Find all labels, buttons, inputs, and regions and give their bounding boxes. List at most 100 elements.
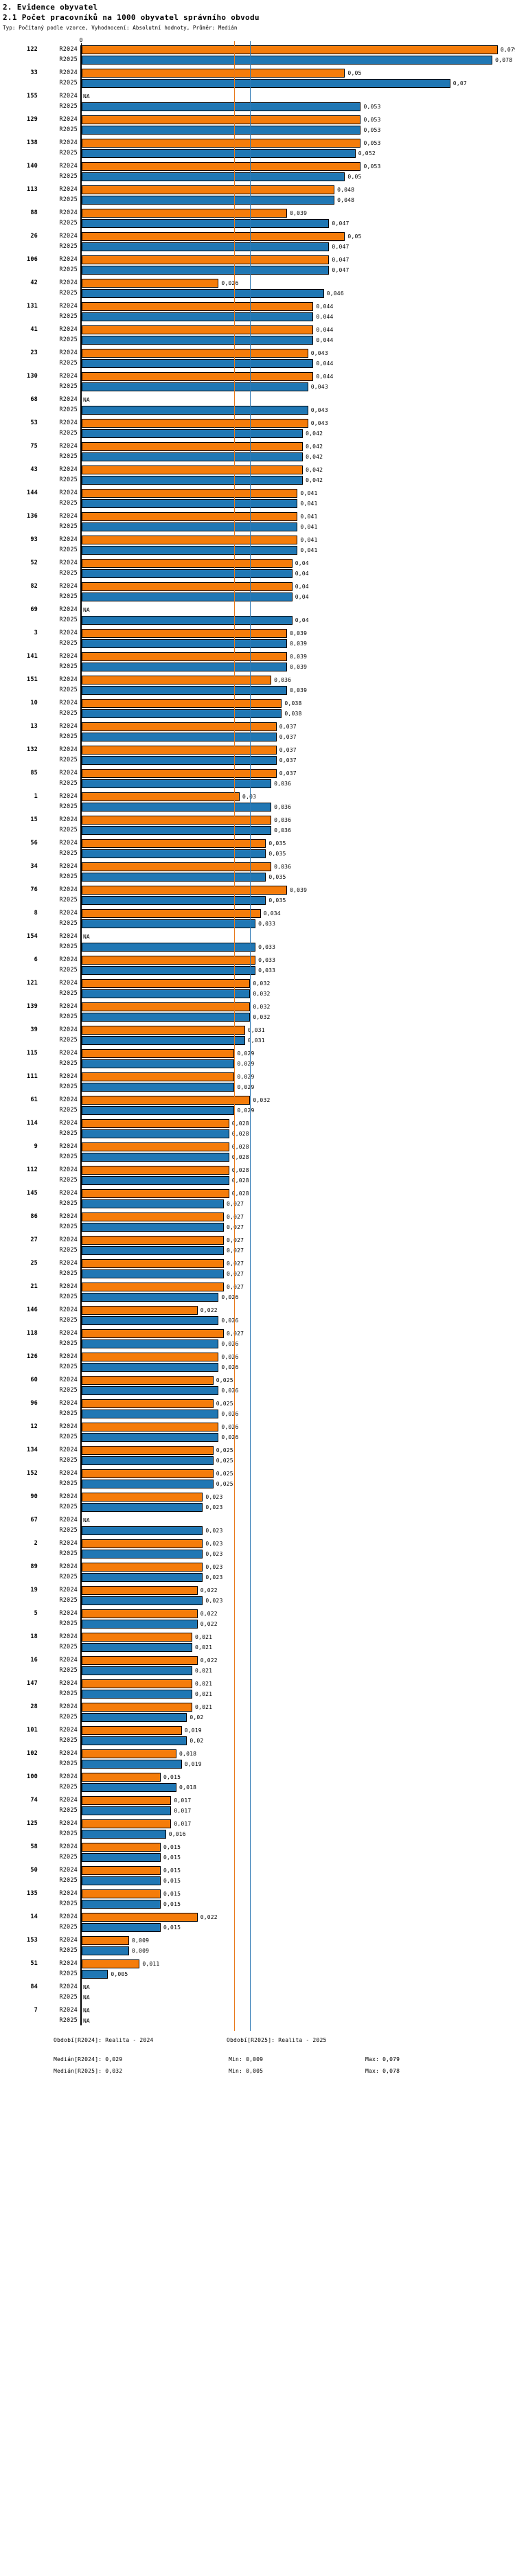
chart-row[interactable]: R2025 0,021 bbox=[0, 1690, 515, 1699]
chart-row[interactable]: R2025 0,025 bbox=[0, 1480, 515, 1488]
bar-2025[interactable] bbox=[82, 312, 314, 321]
chart-row[interactable]: 122 R2024 0,079 bbox=[0, 45, 515, 54]
chart-row[interactable]: 27 R2024 0,027 bbox=[0, 1236, 515, 1245]
chart-row[interactable]: 75 R2024 0,042 bbox=[0, 442, 515, 451]
chart-row[interactable]: R2025 0,052 bbox=[0, 149, 515, 158]
bar-2025[interactable] bbox=[82, 1480, 214, 1488]
bar-2024[interactable] bbox=[82, 1096, 251, 1105]
chart-row[interactable]: R2025 0,026 bbox=[0, 1316, 515, 1325]
bar-2025[interactable] bbox=[82, 873, 266, 882]
bar-2024[interactable] bbox=[82, 722, 277, 731]
bar-2024[interactable] bbox=[82, 1773, 161, 1782]
chart-row[interactable]: R2025 0,053 bbox=[0, 126, 515, 135]
bar-2025[interactable] bbox=[82, 1106, 235, 1115]
bar-2025[interactable] bbox=[82, 1339, 219, 1348]
chart-row[interactable]: R2025 0,043 bbox=[0, 382, 515, 391]
chart-row[interactable]: R2025 0,027 bbox=[0, 1246, 515, 1255]
bar-2025[interactable] bbox=[82, 499, 298, 508]
chart-row[interactable]: R2025 0,033 bbox=[0, 943, 515, 952]
chart-row[interactable]: R2025 0,016 bbox=[0, 1830, 515, 1839]
bar-2024[interactable] bbox=[82, 512, 298, 521]
chart-row[interactable]: R2025 0,026 bbox=[0, 1410, 515, 1418]
chart-row[interactable]: R2025 0,02 bbox=[0, 1736, 515, 1745]
chart-row[interactable]: R2025 0,07 bbox=[0, 79, 515, 88]
chart-row[interactable]: 90 R2024 0,023 bbox=[0, 1493, 515, 1502]
chart-row[interactable]: 138 R2024 0,053 bbox=[0, 139, 515, 148]
bar-2024[interactable] bbox=[82, 582, 293, 591]
bar-2024[interactable] bbox=[82, 1329, 225, 1338]
bar-2025[interactable] bbox=[82, 1199, 225, 1208]
bar-2024[interactable] bbox=[82, 1399, 214, 1408]
chart-row[interactable]: 145 R2024 0,028 bbox=[0, 1189, 515, 1198]
bar-2025[interactable] bbox=[82, 1783, 177, 1792]
bar-2024[interactable] bbox=[82, 162, 361, 171]
chart-row[interactable]: 144 R2024 0,041 bbox=[0, 489, 515, 498]
chart-row[interactable]: 121 R2024 0,032 bbox=[0, 979, 515, 988]
bar-2024[interactable] bbox=[82, 746, 277, 755]
bar-2025[interactable] bbox=[82, 1946, 130, 1955]
chart-row[interactable]: 155 R2024 NA bbox=[0, 92, 515, 101]
bar-2024[interactable] bbox=[82, 115, 361, 124]
bar-2025[interactable] bbox=[82, 546, 298, 555]
bar-2025[interactable] bbox=[82, 126, 361, 135]
chart-row[interactable]: R2025 0,028 bbox=[0, 1153, 515, 1162]
bar-2025[interactable] bbox=[82, 1059, 235, 1068]
chart-row[interactable]: R2025 0,023 bbox=[0, 1550, 515, 1559]
chart-row[interactable]: 88 R2024 0,039 bbox=[0, 209, 515, 218]
chart-row[interactable]: R2025 0,046 bbox=[0, 289, 515, 298]
bar-2025[interactable] bbox=[82, 616, 293, 625]
chart-row[interactable]: 19 R2024 0,022 bbox=[0, 1586, 515, 1595]
chart-row[interactable]: 76 R2024 0,039 bbox=[0, 886, 515, 895]
chart-row[interactable]: R2025 0,026 bbox=[0, 1293, 515, 1302]
chart-row[interactable]: 136 R2024 0,041 bbox=[0, 512, 515, 521]
bar-2024[interactable] bbox=[82, 209, 288, 218]
chart-row[interactable]: 93 R2024 0,041 bbox=[0, 536, 515, 544]
bar-2024[interactable] bbox=[82, 69, 345, 78]
chart-row[interactable]: 135 R2024 0,015 bbox=[0, 1889, 515, 1898]
chart-row[interactable]: R2025 0,047 bbox=[0, 266, 515, 275]
bar-2024[interactable] bbox=[82, 185, 335, 194]
bar-2024[interactable] bbox=[82, 465, 304, 474]
bar-2024[interactable] bbox=[82, 1493, 203, 1502]
chart-row[interactable]: 25 R2024 0,027 bbox=[0, 1259, 515, 1268]
chart-row[interactable]: R2025 0,026 bbox=[0, 1339, 515, 1348]
bar-2025[interactable] bbox=[82, 1269, 225, 1278]
bar-2025[interactable] bbox=[82, 1433, 219, 1442]
chart-row[interactable]: 147 R2024 0,021 bbox=[0, 1679, 515, 1688]
bar-2024[interactable] bbox=[82, 769, 277, 778]
chart-row[interactable]: 2 R2024 0,023 bbox=[0, 1539, 515, 1548]
chart-row[interactable]: R2025 0,04 bbox=[0, 569, 515, 578]
bar-2024[interactable] bbox=[82, 1959, 140, 1968]
chart-row[interactable]: 5 R2024 0,022 bbox=[0, 1609, 515, 1618]
chart-row[interactable]: R2025 0,033 bbox=[0, 966, 515, 975]
bar-2025[interactable] bbox=[82, 196, 335, 205]
chart-row[interactable]: R2025 0,028 bbox=[0, 1176, 515, 1185]
chart-row[interactable]: 131 R2024 0,044 bbox=[0, 302, 515, 311]
bar-2024[interactable] bbox=[82, 1913, 198, 1922]
chart-row[interactable]: R2025 0,009 bbox=[0, 1946, 515, 1955]
bar-2024[interactable] bbox=[82, 699, 282, 708]
chart-row[interactable]: 100 R2024 0,015 bbox=[0, 1773, 515, 1782]
bar-2025[interactable] bbox=[82, 1386, 219, 1395]
bar-2024[interactable] bbox=[82, 1586, 198, 1595]
bar-2025[interactable] bbox=[82, 756, 277, 765]
bar-2024[interactable] bbox=[82, 1539, 203, 1548]
chart-row[interactable]: 68 R2024 NA bbox=[0, 395, 515, 404]
bar-2024[interactable] bbox=[82, 1142, 229, 1151]
chart-row[interactable]: 15 R2024 0,036 bbox=[0, 816, 515, 825]
bar-2024[interactable] bbox=[82, 1656, 198, 1665]
chart-row[interactable]: R2025 0,005 bbox=[0, 1970, 515, 1979]
chart-row[interactable]: 10 R2024 0,038 bbox=[0, 699, 515, 708]
chart-row[interactable]: R2025 0,023 bbox=[0, 1596, 515, 1605]
bar-2025[interactable] bbox=[82, 1690, 193, 1699]
chart-row[interactable]: R2025 0,042 bbox=[0, 476, 515, 485]
chart-row[interactable]: R2025 0,037 bbox=[0, 733, 515, 741]
bar-2024[interactable] bbox=[82, 816, 272, 825]
bar-2025[interactable] bbox=[82, 1013, 251, 1022]
bar-2025[interactable] bbox=[82, 1223, 225, 1232]
chart-row[interactable]: 7 R2024 NA bbox=[0, 2006, 515, 2015]
chart-row[interactable]: R2025 0,015 bbox=[0, 1853, 515, 1862]
bar-2025[interactable] bbox=[82, 242, 330, 251]
chart-row[interactable]: 84 R2024 NA bbox=[0, 1983, 515, 1992]
chart-row[interactable]: 23 R2024 0,043 bbox=[0, 349, 515, 358]
